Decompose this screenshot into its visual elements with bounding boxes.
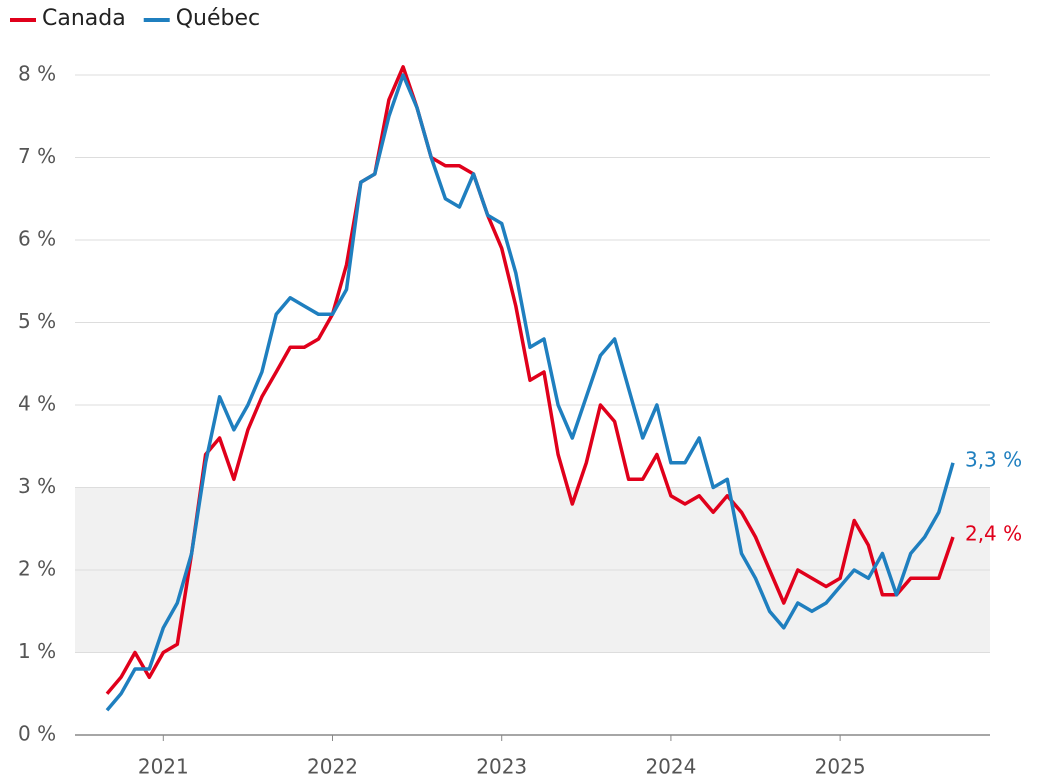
- y-tick-label: 1 %: [18, 639, 56, 663]
- end-label: 2,4 %: [965, 522, 1022, 546]
- y-tick-label: 4 %: [18, 392, 56, 416]
- y-tick-label: 0 %: [18, 722, 56, 746]
- y-tick-label: 6 %: [18, 227, 56, 251]
- end-label: 3,3 %: [965, 447, 1022, 471]
- y-tick-label: 8 %: [18, 62, 56, 86]
- y-tick-label: 2 %: [18, 557, 56, 581]
- x-tick-label: 2025: [815, 755, 866, 779]
- series-line: [105, 73, 955, 712]
- legend-label: Québec: [176, 6, 260, 31]
- y-tick-label: 5 %: [18, 309, 56, 333]
- x-tick-label: 2021: [138, 755, 189, 779]
- x-tick-label: 2024: [645, 755, 696, 779]
- y-tick-label: 7 %: [18, 144, 56, 168]
- x-tick-label: 2023: [476, 755, 527, 779]
- series-line: [105, 65, 955, 695]
- legend-label: Canada: [42, 6, 126, 31]
- y-tick-label: 3 %: [18, 474, 56, 498]
- x-tick-label: 2022: [307, 755, 358, 779]
